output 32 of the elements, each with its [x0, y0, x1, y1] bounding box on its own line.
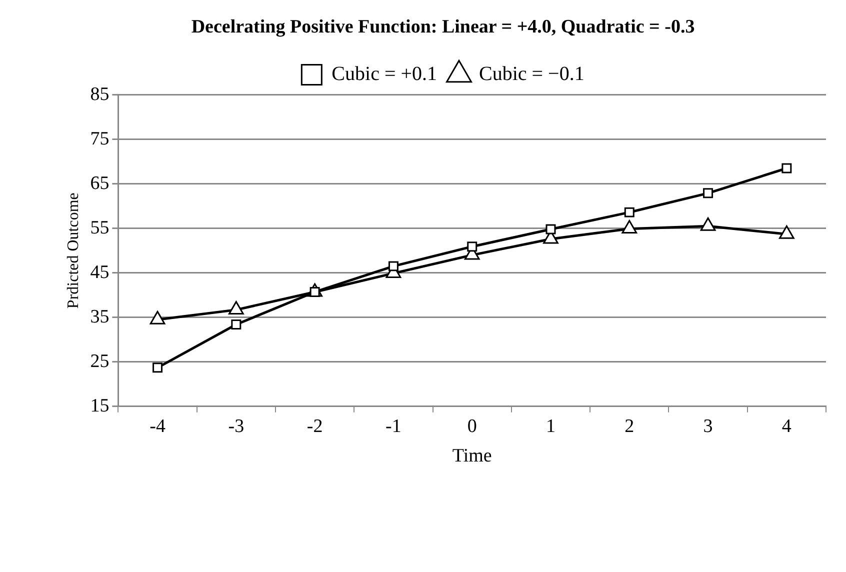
y-tick-label: 15 [90, 395, 110, 416]
x-tick-label: 3 [703, 416, 713, 437]
x-tick-label: 4 [782, 416, 792, 437]
y-tick-label: 85 [90, 84, 110, 105]
point [467, 242, 478, 252]
y-tick-label: 35 [90, 306, 110, 328]
chart-title: Decelrating Positive Function: Linear = +4.0, Quadratic = -0.3 [191, 16, 695, 38]
point [624, 207, 634, 218]
point [622, 220, 638, 234]
point [779, 225, 794, 239]
x-tick-label: -2 [306, 416, 323, 437]
point [782, 163, 792, 174]
x-tick-label: -4 [150, 416, 166, 437]
y-axis-title: Prdicted Outcome [64, 192, 82, 309]
legend-label: Cubic = +0.1 [332, 63, 438, 86]
point [150, 310, 166, 324]
y-tick-label: 75 [90, 128, 110, 150]
x-axis-title: Time [452, 446, 492, 467]
x-tick-label: 2 [624, 416, 634, 437]
point [546, 224, 556, 234]
x-tick-label: 0 [467, 416, 477, 437]
point [700, 217, 716, 231]
y-tick-label: 65 [90, 172, 110, 194]
x-tick-label: -1 [386, 416, 402, 437]
x-tick-label: -3 [228, 416, 244, 437]
point [703, 188, 714, 198]
y-tick-label: 25 [90, 350, 110, 372]
y-tick-label: 55 [90, 217, 110, 238]
legend-label: Cubic = −0.1 [479, 63, 584, 86]
x-tick-label: 1 [546, 416, 556, 437]
y-tick-label: 45 [90, 262, 110, 283]
point [228, 301, 244, 315]
